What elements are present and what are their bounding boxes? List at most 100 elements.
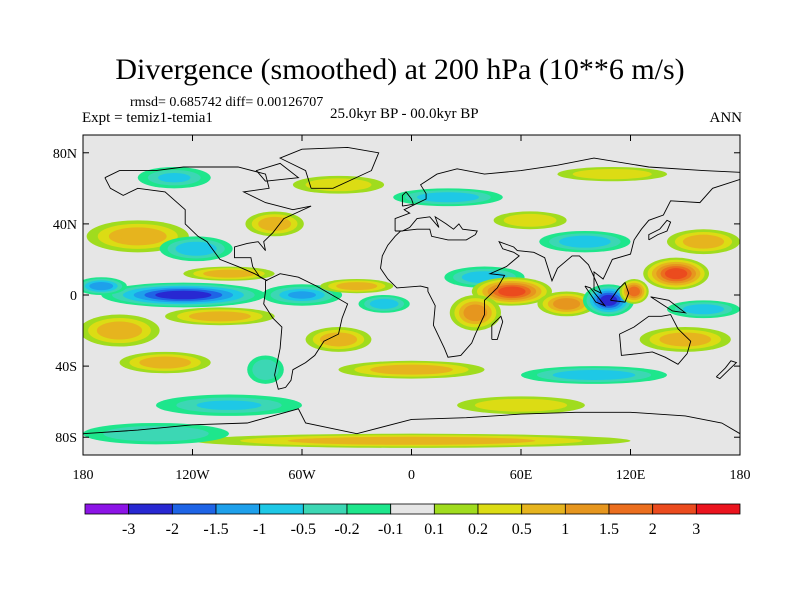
colorbar-swatch-14 <box>695 503 741 515</box>
contour-fill-24-3 <box>568 237 601 246</box>
axis-ticks: 80N 40N 0 40S 80S 180 120W 60W 0 60E 120E 180 <box>53 135 751 483</box>
contour-fill-13-3 <box>327 335 350 344</box>
colorbar-label-12: 2 <box>649 521 657 538</box>
lon-tick-label: 120W <box>175 468 210 483</box>
contour-fill-31-3 <box>568 371 620 379</box>
contour-fill-3-6 <box>166 292 201 298</box>
lat-tick-label: 80N <box>53 147 77 162</box>
contour-fill-9-3 <box>149 358 182 367</box>
contour-fill-21-3 <box>690 306 717 313</box>
period-label: 25.0kyr BP - 00.0kyr BP <box>330 106 479 122</box>
coastline-madagascar <box>491 315 504 340</box>
lon-tick-label: 0 <box>408 468 415 483</box>
contour-fill-19-5 <box>630 288 638 295</box>
contour-fill-15-6 <box>503 288 521 295</box>
colorbar-swatch-9 <box>477 503 523 515</box>
coastline-eurasia-africa <box>380 157 740 358</box>
contour-fill-4-4 <box>93 283 109 289</box>
contour-fill-0-3 <box>119 230 156 242</box>
contour-fill-25-2 <box>513 216 547 225</box>
coastline-japan <box>648 219 672 241</box>
colorbar: -3 -2 -1.5 -1 -0.5 -0.2 -0.1 0.1 0.2 0.5 1 1.5 2 3 <box>84 503 741 538</box>
contour-fill-27-2 <box>587 170 637 178</box>
contour-fill-28-2 <box>158 172 191 183</box>
contour-fill-20-6 <box>669 270 684 278</box>
contour-fill-8-3 <box>105 324 134 337</box>
coastline-british-isles <box>401 191 414 207</box>
colorbar-swatch-13 <box>652 503 697 515</box>
contour-fill-17-4 <box>558 300 575 308</box>
coastline-new-zealand <box>715 360 738 380</box>
stats-line: rmsd= 0.685742 diff= 0.00126707 <box>130 95 324 110</box>
colorbar-label-1: -2 <box>166 521 179 538</box>
colorbar-label-13: 3 <box>692 521 700 538</box>
coastline-baffin <box>255 162 300 182</box>
colorbar-swatch-12 <box>608 503 654 515</box>
divergence-field <box>83 166 740 448</box>
contour-fill-26-3 <box>429 194 467 201</box>
coastline-greenland <box>278 146 380 189</box>
contour-fill-33-2 <box>492 401 550 410</box>
coastline-south-america <box>263 273 349 390</box>
lat-tick-label: 40N <box>53 218 77 233</box>
contour-fill-29-2 <box>318 180 359 189</box>
colorbar-label-2: -1.5 <box>203 521 228 538</box>
colorbar-swatch-2 <box>171 503 217 515</box>
colorbar-label-7: 0.1 <box>424 521 444 538</box>
colorbar-label-9: 0.5 <box>512 521 532 538</box>
coastline-new-guinea <box>650 296 687 314</box>
contour-fill-14-3 <box>470 273 499 281</box>
lon-tick-label: 120E <box>616 468 646 483</box>
colorbar-label-0: -3 <box>122 521 135 538</box>
contour-fill-30-3 <box>386 366 437 373</box>
lat-tick-label: 0 <box>70 289 77 304</box>
colorbar-label-10: 1 <box>561 521 569 538</box>
contour-fill-22-3 <box>690 237 717 246</box>
contour-fill-5-3 <box>288 291 316 299</box>
lat-tick-label: 40S <box>55 360 77 375</box>
lon-tick-label: 180 <box>73 468 94 483</box>
coastline-australia <box>619 314 692 365</box>
contour-fill-10-2 <box>257 363 274 376</box>
contour-fill-1-3 <box>183 244 209 254</box>
contour-fill-35-2 <box>123 428 189 439</box>
colorbar-label-8: 0.2 <box>468 521 488 538</box>
contour-fill-7-3 <box>200 313 239 320</box>
contour-fill-6-3 <box>213 271 245 277</box>
colorbar-label-4: -0.5 <box>291 521 316 538</box>
lon-tick-label: 180 <box>730 468 751 483</box>
colorbar-swatch-10 <box>521 503 566 515</box>
coastlines <box>83 146 740 435</box>
coastline-borneo <box>610 281 630 303</box>
coastline-antarctica <box>83 408 740 435</box>
season-label: ANN <box>709 110 743 126</box>
colorbar-swatch-11 <box>564 503 610 515</box>
coastline-north-america <box>104 166 312 282</box>
colorbar-label-3: -1 <box>253 521 266 538</box>
colorbar-swatch-3 <box>215 503 261 515</box>
colorbar-swatch-7 <box>390 503 435 515</box>
colorbar-label-5: -0.2 <box>334 521 359 538</box>
colorbar-label-6: -0.1 <box>378 521 403 538</box>
colorbar-swatch-5 <box>302 503 348 515</box>
experiment-label: Expt = temiz1-temia1 <box>82 110 213 126</box>
colorbar-swatch-8 <box>433 503 479 515</box>
colorbar-label-11: 1.5 <box>599 521 619 538</box>
contour-fill-34-3 <box>335 438 488 444</box>
lat-tick-label: 80S <box>55 431 77 446</box>
colorbar-swatch-0 <box>84 503 130 515</box>
colorbar-swatch-6 <box>346 503 392 515</box>
contour-fill-16-4 <box>468 307 483 318</box>
contour-fill-23-3 <box>669 335 702 344</box>
colorbar-swatch-4 <box>259 503 304 515</box>
contour-fill-32-2 <box>196 400 262 410</box>
plot-title: Divergence (smoothed) at 200 hPa (10**6 … <box>115 53 685 86</box>
coastline-sumatra <box>584 285 607 307</box>
contour-fill-2-3 <box>264 219 285 229</box>
contour-fill-12-3 <box>375 300 394 307</box>
contour-fill-11-3 <box>344 283 370 289</box>
colorbar-swatch-1 <box>128 503 173 515</box>
lon-tick-label: 60E <box>510 468 533 483</box>
lon-tick-label: 60W <box>288 468 316 483</box>
